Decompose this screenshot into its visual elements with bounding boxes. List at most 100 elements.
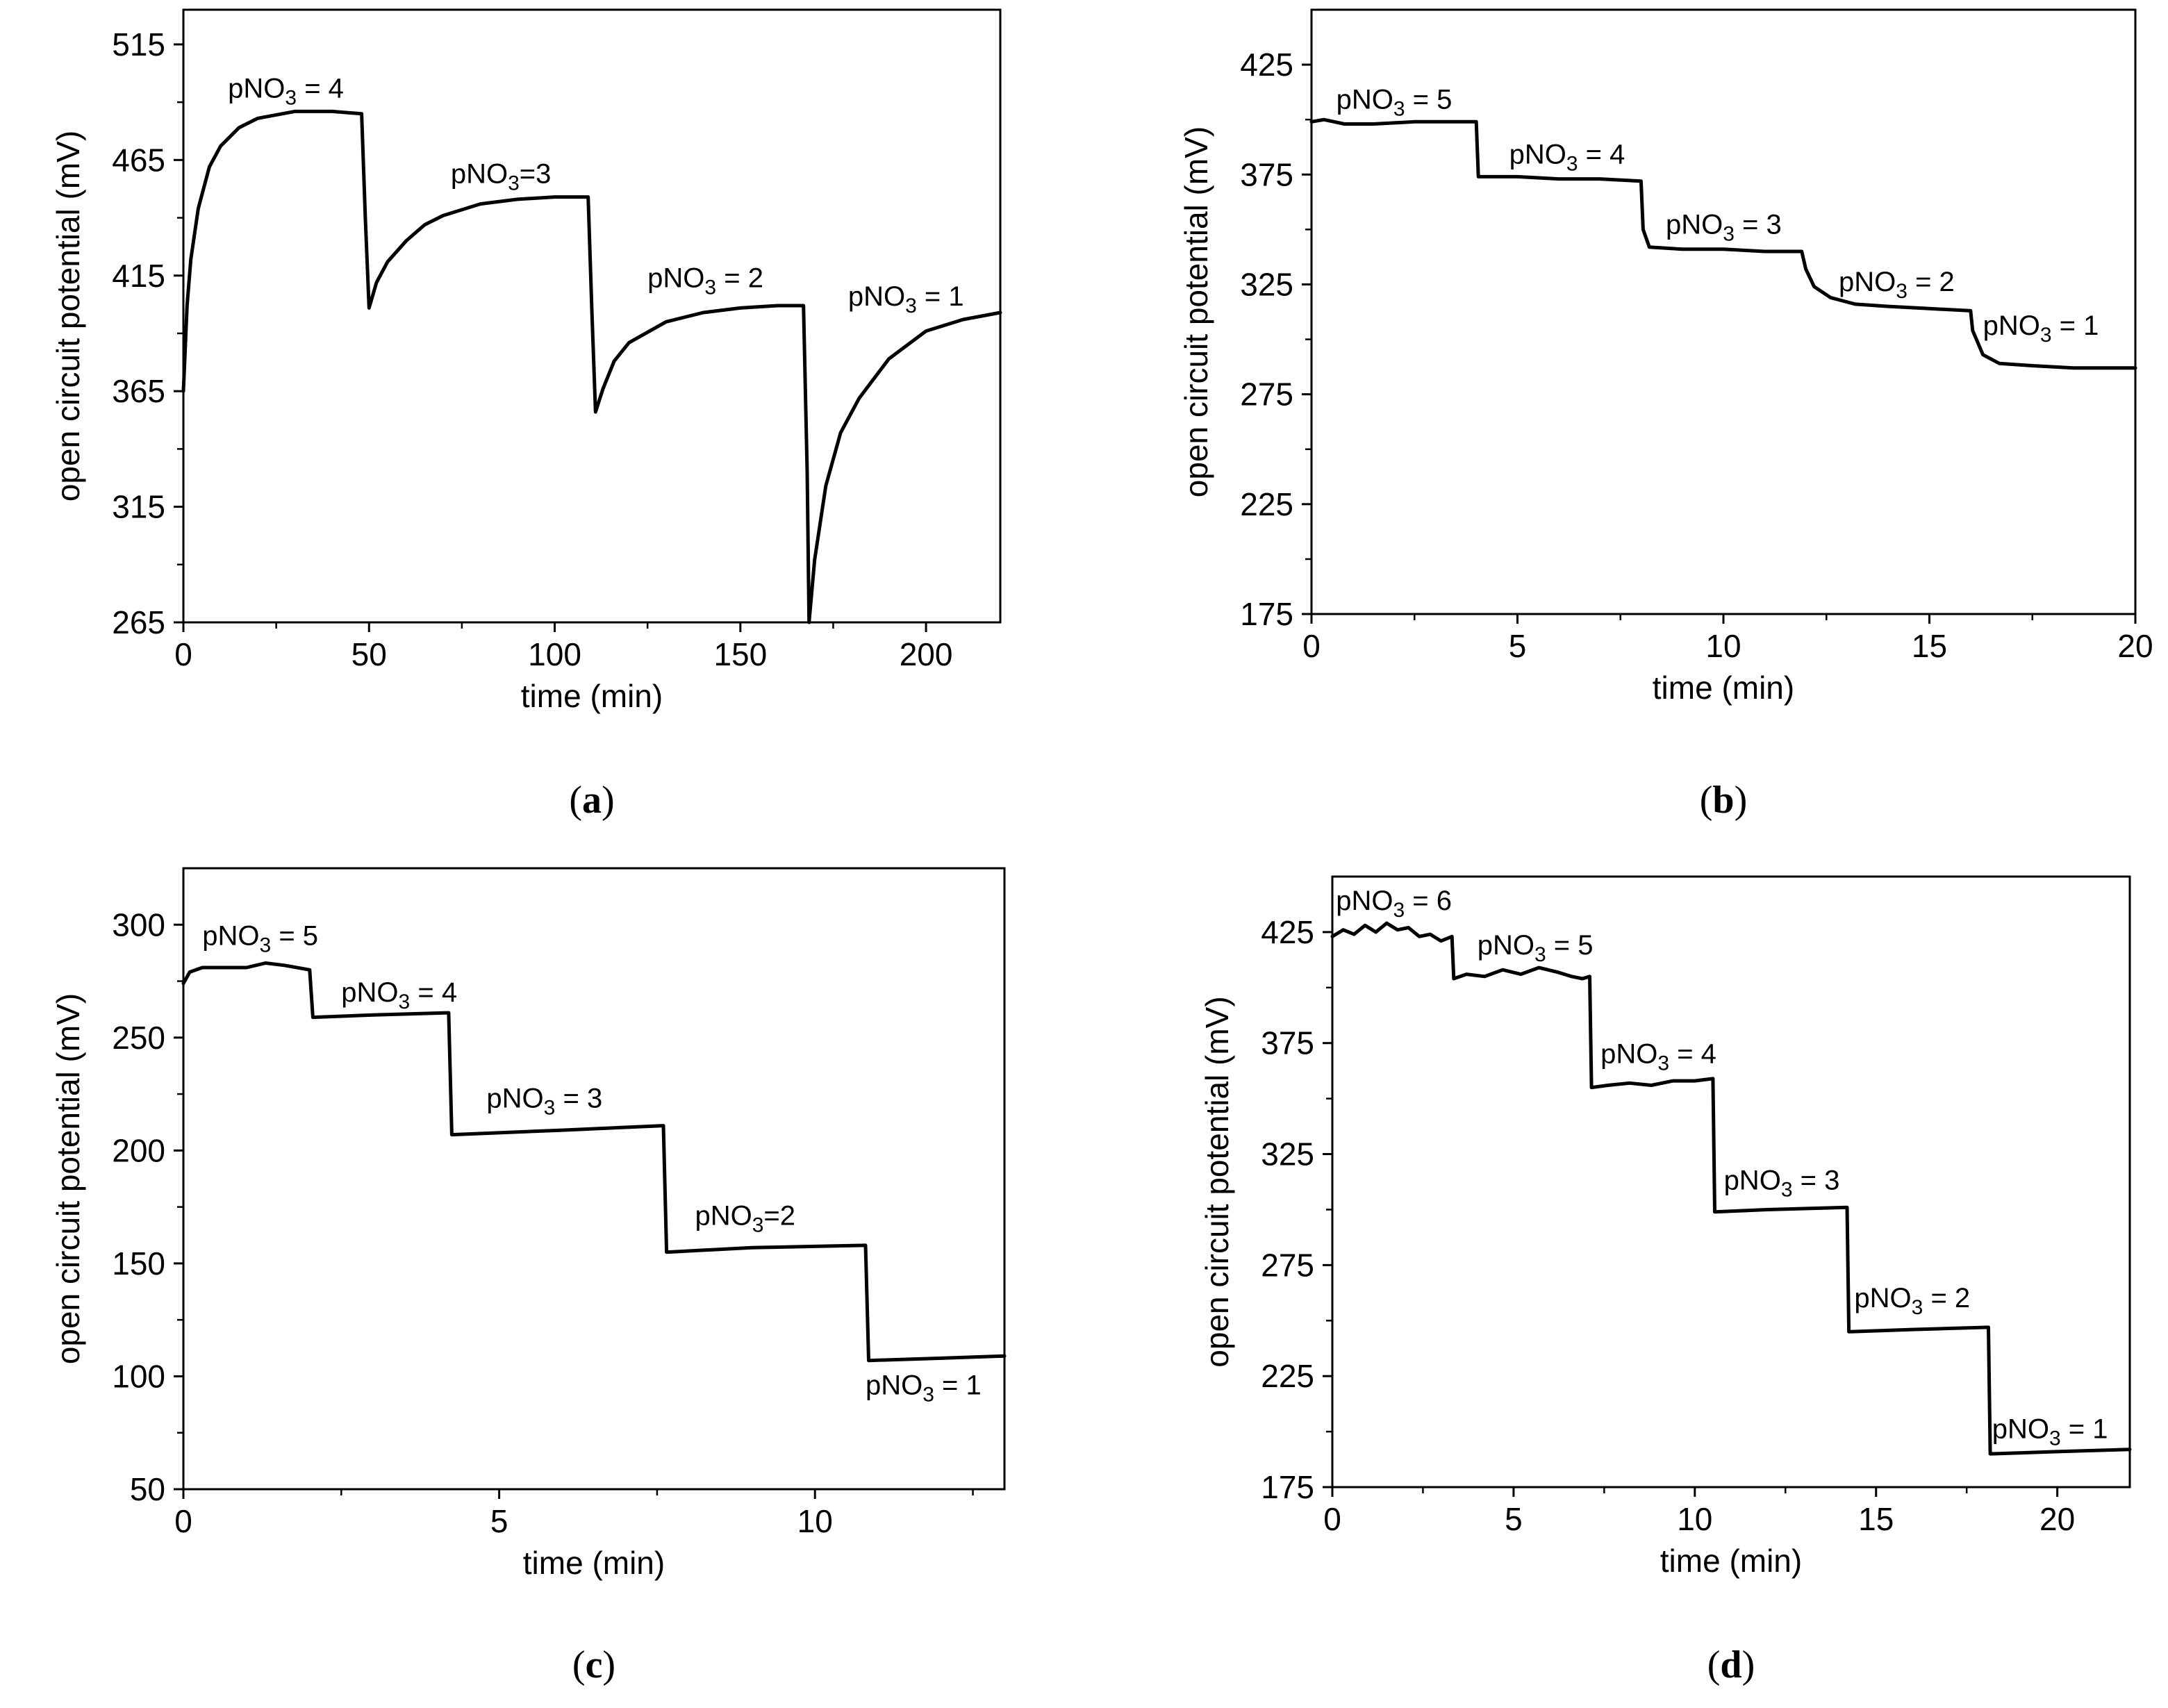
y-tick-label: 465: [112, 142, 165, 178]
panel-label-close-paren: ): [602, 1643, 615, 1686]
plot-frame: [182, 8, 1002, 624]
annotation-subscript: 3: [704, 276, 716, 299]
y-tick-label: 325: [1261, 1136, 1314, 1172]
x-tick-label: 0: [1302, 628, 1321, 664]
annotation-prefix: pNO: [1983, 310, 2040, 341]
y-tick-label: 225: [1261, 1358, 1314, 1394]
y-tick-label: 325: [1240, 266, 1293, 302]
chart-panel-d: 0 5 10 15 20 175 225 275 325 375 425 time (min) open…: [1199, 875, 2132, 1686]
pno3-annotation: pNO3=2: [695, 1201, 795, 1237]
annotation-prefix: pNO: [1509, 139, 1566, 169]
x-tick-label: 200: [900, 636, 953, 672]
pno3-annotation: pNO3 = 5: [202, 921, 318, 957]
annotation-prefix: pNO: [866, 1370, 922, 1400]
chart-panel-b: 0 5 10 15 20 175 225 275 325 375 425 time (min) open…: [1178, 8, 2153, 822]
pno3-annotation: pNO3 = 4: [341, 977, 457, 1013]
y-tick-label: 175: [1261, 1469, 1314, 1505]
annotation-subscript: 3: [2040, 324, 2052, 347]
annotation-subscript: 3: [1566, 152, 1578, 175]
y-tick-label: 315: [112, 489, 165, 525]
pno3-annotation: pNO3 = 4: [228, 73, 344, 109]
y-tick-label: 425: [1240, 47, 1293, 83]
pno3-annotation: pNO3 = 1: [1983, 310, 2099, 347]
annotation-prefix: pNO: [486, 1084, 543, 1114]
x-tick-label: 20: [2039, 1501, 2075, 1537]
y-axis-title: open circuit potential (mV): [50, 131, 86, 501]
annotation-subscript: 3: [2049, 1427, 2061, 1450]
y-tick-label: 275: [1240, 376, 1293, 413]
annotation-suffix: = 3: [1793, 1166, 1840, 1196]
y-tick-label: 225: [1240, 486, 1293, 522]
y-axis-title: open circuit potential (mV): [50, 993, 86, 1364]
annotation-prefix: pNO: [1337, 84, 1393, 115]
x-axis-title: time (min): [1660, 1543, 1802, 1579]
annotation-suffix: = 2: [1908, 267, 1955, 297]
pno3-annotation: pNO3 = 5: [1337, 84, 1453, 120]
y-axis-title: open circuit potential (mV): [1178, 126, 1214, 497]
y-tick-label: 375: [1240, 156, 1293, 192]
pno3-annotation: pNO3 = 3: [1666, 210, 1782, 246]
x-tick-label: 150: [713, 636, 767, 672]
x-axis-title: time (min): [521, 678, 663, 714]
pno3-annotation: pNO3 = 2: [1839, 267, 1955, 303]
annotation-suffix: = 3: [1735, 210, 1782, 240]
annotation-prefix: pNO: [1478, 930, 1534, 961]
annotation-suffix: = 6: [1405, 886, 1452, 916]
annotation-subscript: 3: [1657, 1052, 1669, 1075]
annotation-suffix: =2: [763, 1201, 795, 1232]
x-tick-label: 5: [1509, 628, 1527, 664]
y-tick-label: 265: [112, 604, 165, 640]
y-tick-label: 175: [1240, 596, 1293, 632]
x-tick-label: 10: [1705, 628, 1741, 664]
x-tick-label: 15: [1858, 1501, 1894, 1537]
annotation-subscript: 3: [1723, 223, 1735, 246]
plot-frame: [182, 867, 1006, 1491]
annotation-subscript: 3: [1534, 943, 1546, 966]
x-tick-label: 0: [174, 1503, 192, 1539]
x-tick-label: 0: [174, 636, 192, 672]
panel-label-letter: c: [586, 1643, 603, 1686]
annotation-subscript: 3: [1912, 1296, 1923, 1319]
x-tick-label: 0: [1323, 1501, 1341, 1537]
annotation-prefix: pNO: [1839, 267, 1896, 297]
pno3-annotation: pNO3 = 3: [486, 1084, 602, 1120]
annotation-suffix: = 4: [297, 73, 344, 103]
annotation-subscript: 3: [399, 990, 411, 1013]
annotation-suffix: = 1: [2061, 1414, 2108, 1445]
annotation-suffix: = 2: [1923, 1283, 1970, 1313]
annotation-prefix: pNO: [1992, 1414, 2049, 1445]
series-line-ocp: [181, 961, 1007, 1363]
y-tick-label: 300: [112, 906, 165, 943]
x-axis-title: time (min): [1653, 670, 1794, 706]
annotation-suffix: = 3: [555, 1084, 602, 1114]
annotation-prefix: pNO: [202, 921, 259, 952]
annotation-subscript: 3: [1781, 1179, 1793, 1202]
annotation-suffix: = 5: [271, 921, 318, 952]
annotation-subscript: 3: [508, 172, 520, 195]
panel-label-open-paren: (: [569, 779, 582, 822]
annotation-subscript: 3: [1393, 97, 1405, 120]
panel-label-close-paren: ): [1742, 1643, 1755, 1686]
annotation-prefix: pNO: [848, 281, 905, 312]
y-tick-label: 365: [112, 373, 165, 409]
plot-frame: [1331, 875, 2131, 1489]
y-tick-label: 250: [112, 1020, 165, 1056]
panel-label-open-paren: (: [572, 1643, 586, 1686]
annotation-prefix: pNO: [695, 1201, 752, 1232]
pno3-annotation: pNO3 = 1: [866, 1370, 982, 1406]
x-tick-label: 20: [2117, 628, 2153, 664]
x-tick-label: 10: [1677, 1501, 1712, 1537]
pno3-annotation: pNO3 = 4: [1600, 1038, 1716, 1075]
pno3-annotation: pNO3 = 2: [1854, 1283, 1970, 1319]
pno3-annotation: pNO3 = 2: [647, 263, 763, 299]
x-tick-label: 5: [1505, 1501, 1523, 1537]
y-tick-label: 425: [1261, 914, 1314, 950]
annotation-suffix: = 1: [934, 1370, 982, 1400]
annotation-subscript: 3: [285, 86, 297, 109]
y-tick-label: 50: [130, 1471, 165, 1507]
panel-label: (b): [1700, 779, 1747, 822]
pno3-annotation: pNO3=3: [451, 159, 552, 195]
series-line-ocp: [1309, 117, 2137, 370]
series-line-ocp: [1330, 921, 2132, 1456]
